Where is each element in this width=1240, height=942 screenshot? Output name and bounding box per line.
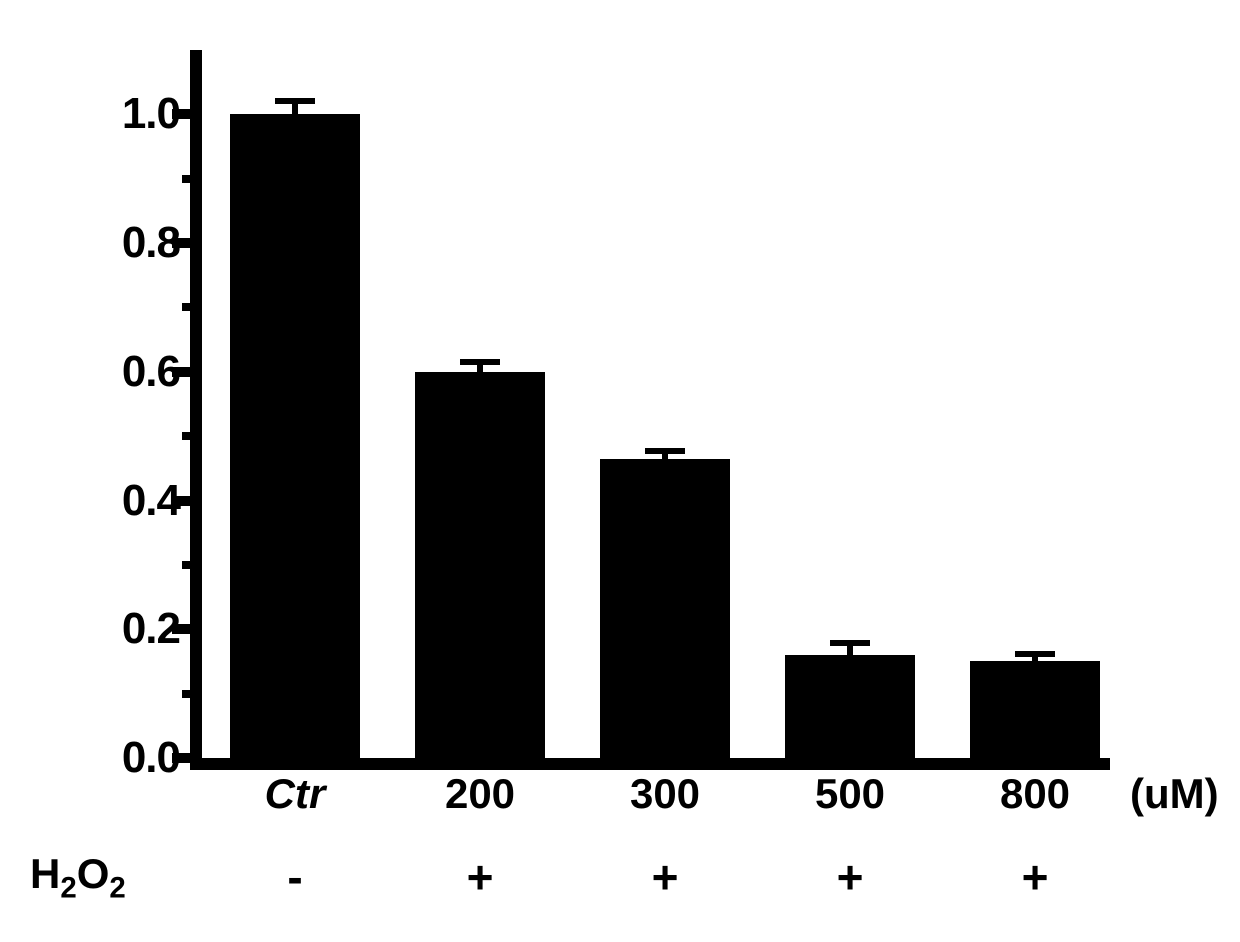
y-minor-tick xyxy=(182,690,202,698)
error-cap xyxy=(1015,651,1055,657)
error-cap xyxy=(645,448,685,454)
x-tick-label: Ctr xyxy=(265,770,326,818)
x-unit-label: (uM) xyxy=(1130,770,1219,818)
x-tick-label: 500 xyxy=(815,770,885,818)
y-minor-tick xyxy=(182,175,202,183)
y-minor-tick xyxy=(182,303,202,311)
y-tick-label: 1.0 xyxy=(122,89,180,139)
error-cap xyxy=(460,359,500,365)
row-value: + xyxy=(467,850,494,904)
row-value: + xyxy=(1022,850,1049,904)
y-minor-tick xyxy=(182,432,202,440)
x-tick-label: 200 xyxy=(445,770,515,818)
row-label: H2O2 xyxy=(30,850,126,905)
y-tick-label: 0.0 xyxy=(122,733,180,783)
y-tick-label: 0.4 xyxy=(122,476,180,526)
error-cap xyxy=(830,640,870,646)
y-minor-tick xyxy=(182,561,202,569)
row-value: - xyxy=(287,850,302,904)
error-cap xyxy=(275,98,315,104)
x-tick-label: 300 xyxy=(630,770,700,818)
bar xyxy=(970,661,1100,758)
y-tick-label: 0.8 xyxy=(122,218,180,268)
bar xyxy=(600,459,730,758)
row-value: + xyxy=(652,850,679,904)
bar xyxy=(230,114,360,758)
bar xyxy=(415,372,545,758)
y-axis-line xyxy=(190,50,202,770)
bar-chart: Cell proliferation ( fold of control ) 0… xyxy=(100,30,1200,910)
y-tick-label: 0.2 xyxy=(122,604,180,654)
bar xyxy=(785,655,915,758)
plot-area: 0.00.20.40.60.81.0 xyxy=(190,50,1110,770)
x-tick-label: 800 xyxy=(1000,770,1070,818)
x-axis-line xyxy=(190,758,1110,770)
row-value: + xyxy=(837,850,864,904)
y-tick-label: 0.6 xyxy=(122,347,180,397)
